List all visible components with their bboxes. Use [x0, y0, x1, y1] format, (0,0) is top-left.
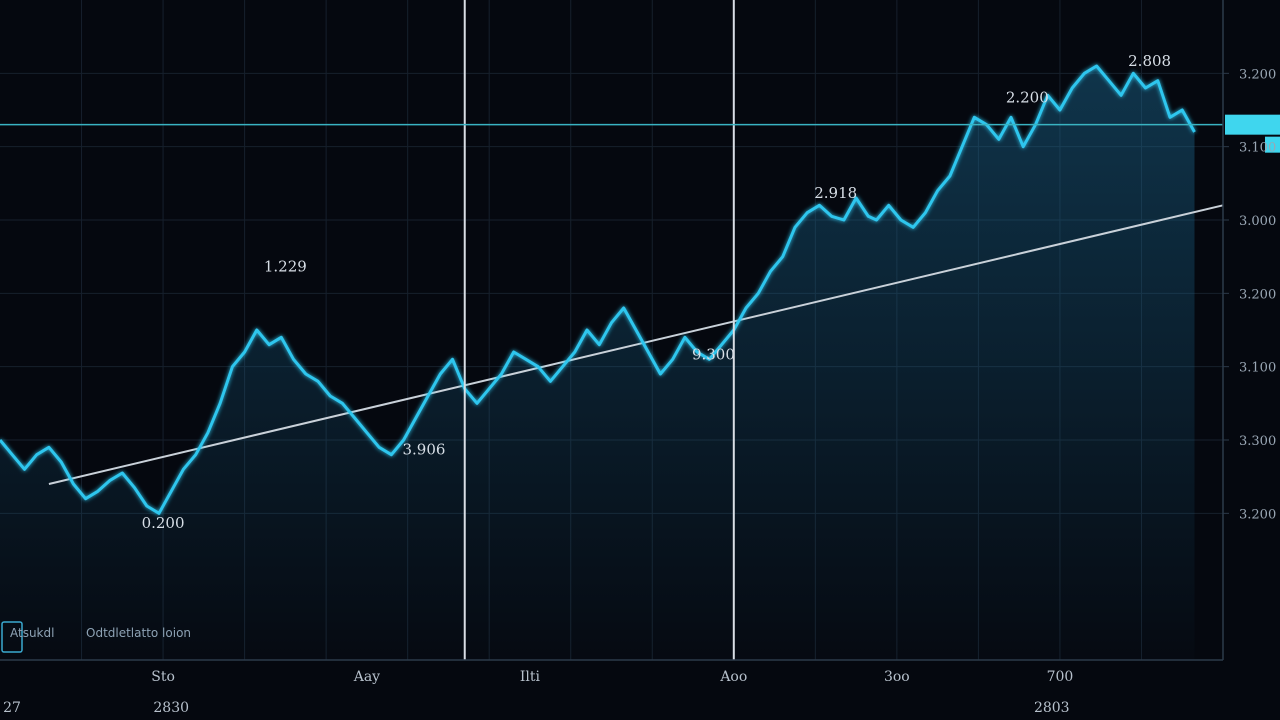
data-label: 0.200: [142, 514, 185, 532]
data-label: 1.229: [264, 257, 307, 275]
legend-subtitle: Odtdletlatto loion: [86, 626, 191, 640]
x-tick-label: 3oo: [884, 669, 910, 685]
price-tag-small: [1265, 136, 1280, 153]
x-year-label: 2830: [153, 700, 189, 716]
x-tick-label: Ilti: [520, 669, 541, 685]
annotations: 1.229 0.200 3.906 9.300 2.918 2.200 2.808: [142, 52, 1172, 532]
trendline: [48, 204, 1224, 485]
series-path: [0, 64, 1196, 515]
y-tick-label: 3.000: [1239, 214, 1276, 229]
series-line: [0, 64, 1196, 515]
legend: Atsukdl Odtdletlatto loion: [1, 621, 191, 653]
y-tick-label: 3.100: [1239, 141, 1276, 156]
data-label: 2.808: [1128, 52, 1171, 70]
price-tag: [1225, 114, 1280, 135]
x-tick-label: Aoo: [719, 669, 747, 685]
legend-title: Atsukdl: [10, 626, 54, 640]
overlays: [0, 0, 1280, 660]
data-label: 9.300: [692, 345, 735, 363]
x-year-label: 27: [3, 700, 21, 716]
x-year-label: 2803: [1034, 700, 1070, 716]
x-tick-label: Aay: [353, 669, 380, 685]
area-fill: [0, 66, 1195, 660]
data-label: 3.906: [402, 441, 445, 459]
y-tick-label: 3.200: [1239, 67, 1276, 82]
x-tick-label: 700: [1047, 669, 1074, 685]
x-tick-label: Sto: [151, 669, 175, 685]
data-label: 2.200: [1006, 89, 1049, 107]
trend-line: [48, 204, 1224, 485]
data-label: 2.918: [814, 184, 857, 202]
y-tick-label: 3.300: [1239, 434, 1276, 449]
legend-icon: [1, 621, 23, 653]
y-tick-label: 3.200: [1239, 507, 1276, 522]
y-tick-label: 3.200: [1239, 287, 1276, 302]
y-tick-label: 3.100: [1239, 361, 1276, 376]
series-area: [0, 66, 1195, 660]
